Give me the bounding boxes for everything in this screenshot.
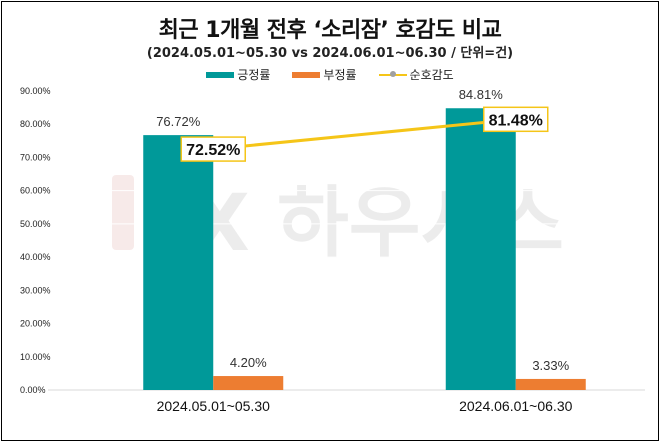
bar-negative	[213, 376, 284, 390]
bar-positive	[143, 135, 214, 390]
legend-item-negative: 부정률	[292, 66, 357, 83]
y-tick-label: 0.00%	[20, 385, 46, 395]
legend-label-negative: 부정률	[323, 68, 357, 82]
y-tick-label: 90.00%	[20, 86, 51, 96]
y-tick-label: 30.00%	[20, 285, 51, 295]
y-tick-label: 70.00%	[20, 152, 51, 162]
data-label-negative: 3.33%	[532, 358, 569, 373]
data-label-net: 72.52%	[186, 142, 240, 159]
legend-swatch-positive	[206, 71, 235, 78]
y-tick-label: 50.00%	[20, 219, 51, 229]
y-tick-label: 40.00%	[20, 252, 51, 262]
legend-swatch-net	[378, 70, 407, 77]
bar-negative	[515, 378, 586, 390]
chart-title: 최근 1개월 전후 ‘소리잠’ 호감도 비교	[158, 18, 502, 43]
y-tick-label: 10.00%	[20, 352, 51, 362]
data-label-positive: 84.81%	[459, 87, 504, 102]
line-net	[213, 117, 516, 151]
data-label-positive: 76.72%	[156, 114, 201, 129]
data-label-box-net	[180, 136, 246, 162]
legend-item-net: 순호감도	[378, 66, 454, 83]
data-label-net: 81.48%	[489, 112, 543, 129]
x-tick-label: 2024.06.01~06.30	[459, 398, 572, 414]
data-label-negative: 4.20%	[230, 355, 267, 370]
y-tick-label: 60.00%	[20, 186, 51, 196]
legend-item-positive: 긍정률	[206, 66, 270, 83]
legend: 긍정률 부정률 순호감도	[0, 66, 660, 83]
legend-label-net: 순호감도	[409, 68, 454, 82]
x-tick-label: 2024.05.01~05.30	[157, 398, 270, 414]
legend-label-positive: 긍정률	[237, 68, 271, 82]
legend-swatch-negative	[292, 71, 321, 78]
chart-subtitle: (2024.05.01~05.30 vs 2024.06.01~06.30 / …	[146, 46, 514, 61]
y-tick-label: 20.00%	[20, 319, 51, 329]
y-tick-label: 80.00%	[20, 119, 51, 129]
watermark-logo	[112, 175, 134, 250]
bar-positive	[445, 108, 516, 390]
data-label-box-net	[483, 106, 549, 133]
